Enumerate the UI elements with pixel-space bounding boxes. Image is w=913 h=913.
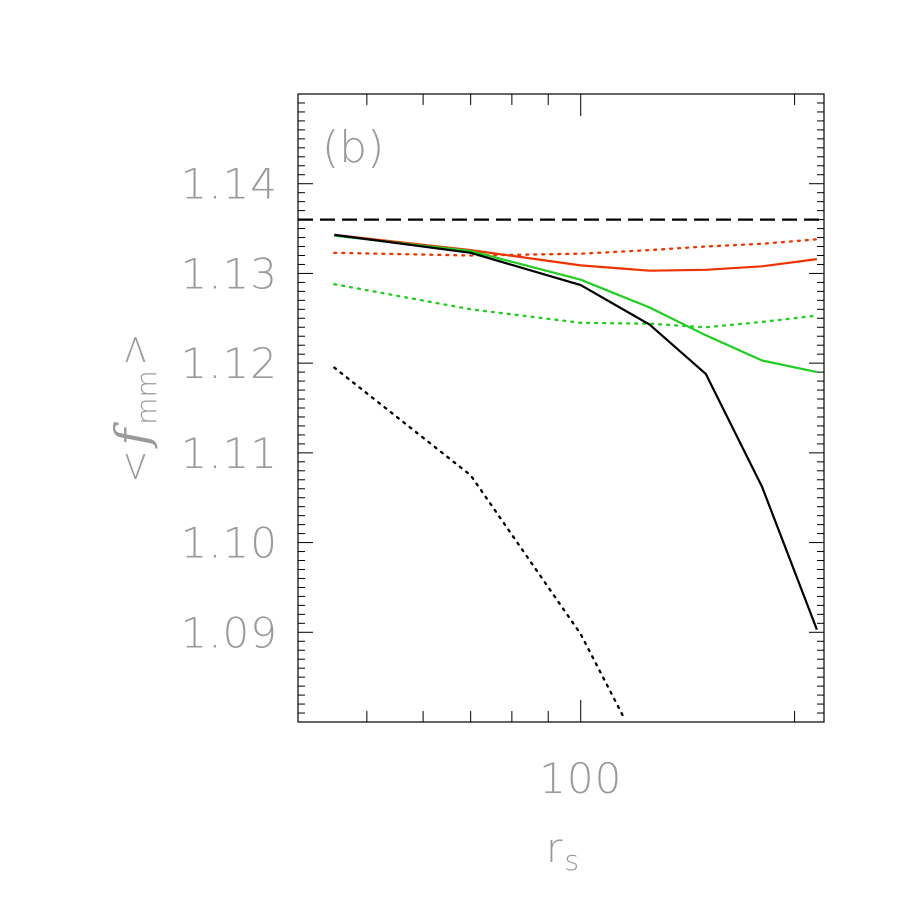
y-tick-label: 1.09	[180, 608, 278, 657]
y-tick-label: 1.11	[180, 429, 278, 478]
tick-labels: 1.09 1.10 1.11 1.12 1.13 1.14 100	[180, 160, 622, 803]
series-line-1	[333, 366, 625, 719]
y-axis-title-subscript: mm	[130, 370, 163, 425]
y-tick-label: 1.14	[180, 160, 278, 209]
x-axis-title: rs	[546, 826, 579, 877]
y-tick-label: 1.10	[180, 519, 278, 568]
y-tick-label: 1.13	[180, 249, 278, 298]
y-axis-title-left: <	[112, 450, 158, 484]
series-line-3	[333, 283, 819, 329]
series-line-5	[333, 238, 819, 257]
series-layer	[298, 218, 824, 719]
panel-label: (b)	[322, 122, 384, 173]
y-axis-title-right: >	[112, 333, 158, 367]
plot-frame	[297, 93, 825, 723]
series-line-2	[334, 234, 818, 374]
svg-text:rs: rs	[546, 826, 579, 877]
x-tick-label: 100	[539, 754, 622, 803]
series-line-0	[334, 233, 818, 630]
x-axis-title-main: r	[546, 826, 563, 872]
y-tick-label: 1.12	[180, 339, 278, 388]
x-axis-title-subscript: s	[564, 844, 579, 877]
